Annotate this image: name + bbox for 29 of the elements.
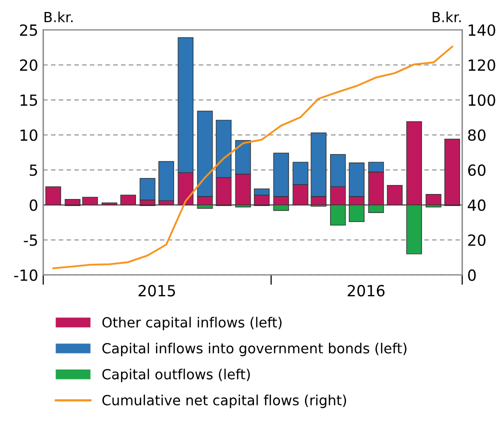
x-tick-label: 2016 bbox=[348, 284, 385, 296]
y2-tick-label: 60 bbox=[468, 164, 486, 176]
y2-tick-label: 80 bbox=[468, 129, 486, 141]
y-tick-label: 25 bbox=[20, 24, 38, 36]
y2-tick-label: 40 bbox=[468, 199, 486, 211]
y-tick-label: 5 bbox=[30, 164, 38, 176]
bar bbox=[426, 194, 442, 206]
y2-tick-label: 100 bbox=[468, 94, 496, 106]
y-axis-title: B.kr. bbox=[44, 12, 73, 22]
y-tick-label: -5 bbox=[24, 234, 38, 246]
y-tick-label: -10 bbox=[14, 269, 38, 281]
bar bbox=[140, 178, 156, 200]
y2-tick-label: 120 bbox=[468, 59, 496, 71]
y-tick-label: 20 bbox=[20, 59, 38, 71]
legend-label: Other capital inflows (left) bbox=[102, 316, 282, 330]
legend-label: Cumulative net capital flows (right) bbox=[102, 394, 346, 408]
y-tick-label: 0 bbox=[30, 199, 38, 211]
y2-tick-label: 0 bbox=[468, 269, 476, 281]
y2-axis-title: B.kr. bbox=[432, 12, 461, 22]
legend-label: Capital inflows into government bonds (left) bbox=[102, 342, 406, 356]
y-tick-label: 15 bbox=[20, 94, 38, 106]
bar bbox=[158, 161, 174, 202]
x-tick-label: 2015 bbox=[138, 284, 175, 296]
y-tick-label: 10 bbox=[20, 129, 38, 141]
y2-tick-label: 140 bbox=[468, 24, 496, 36]
line-series bbox=[52, 46, 454, 270]
bar bbox=[444, 138, 460, 206]
legend-label: Capital outflows (left) bbox=[102, 368, 250, 382]
y2-tick-label: 20 bbox=[468, 234, 486, 246]
